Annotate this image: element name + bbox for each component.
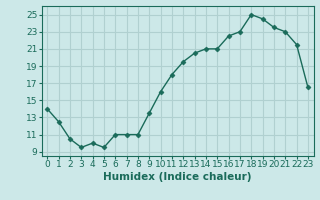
X-axis label: Humidex (Indice chaleur): Humidex (Indice chaleur) xyxy=(103,172,252,182)
